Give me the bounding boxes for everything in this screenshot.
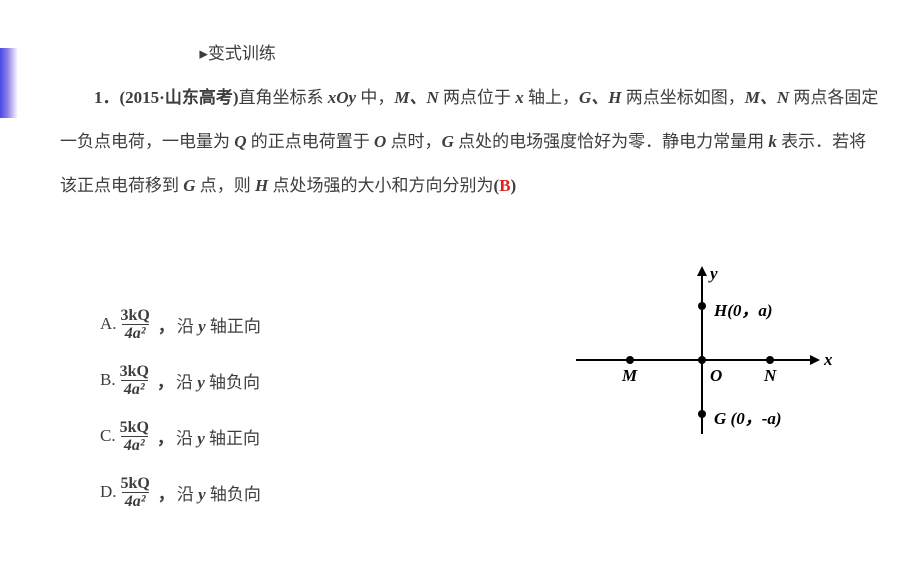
option-c: C. 5kQ 4a² ， 沿 y 轴正向 [100,408,380,464]
problem-text: 1．(2015·山东高考)直角坐标系 xOy 中，M、N 两点位于 x 轴上，G… [60,76,880,208]
prob-prefix: 1．(2015·山东高考) [94,88,239,107]
coordinate-figure: yxMONH(0，a)G (0，-a) [552,262,842,452]
option-b: B. 3kQ 4a² ， 沿 y 轴负向 [100,352,380,408]
answer: B [499,176,510,195]
option-d: D. 5kQ 4a² ， 沿 y 轴负向 [100,464,380,520]
decorative-stripe [0,48,18,118]
heading: ▸变式训练 [60,32,880,76]
content-area: ▸变式训练 1．(2015·山东高考)直角坐标系 xOy 中，M、N 两点位于 … [60,32,880,208]
options-list: A. 3kQ 4a² ， 沿 y 轴正向 B. 3kQ 4a² ， 沿 y 轴负… [100,296,380,520]
fraction: 3kQ 4a² [119,307,152,342]
fraction: 5kQ 4a² [118,419,151,454]
axes-svg [552,262,842,452]
option-a: A. 3kQ 4a² ， 沿 y 轴正向 [100,296,380,352]
fraction: 3kQ 4a² [118,363,151,398]
fraction: 5kQ 4a² [119,475,152,510]
